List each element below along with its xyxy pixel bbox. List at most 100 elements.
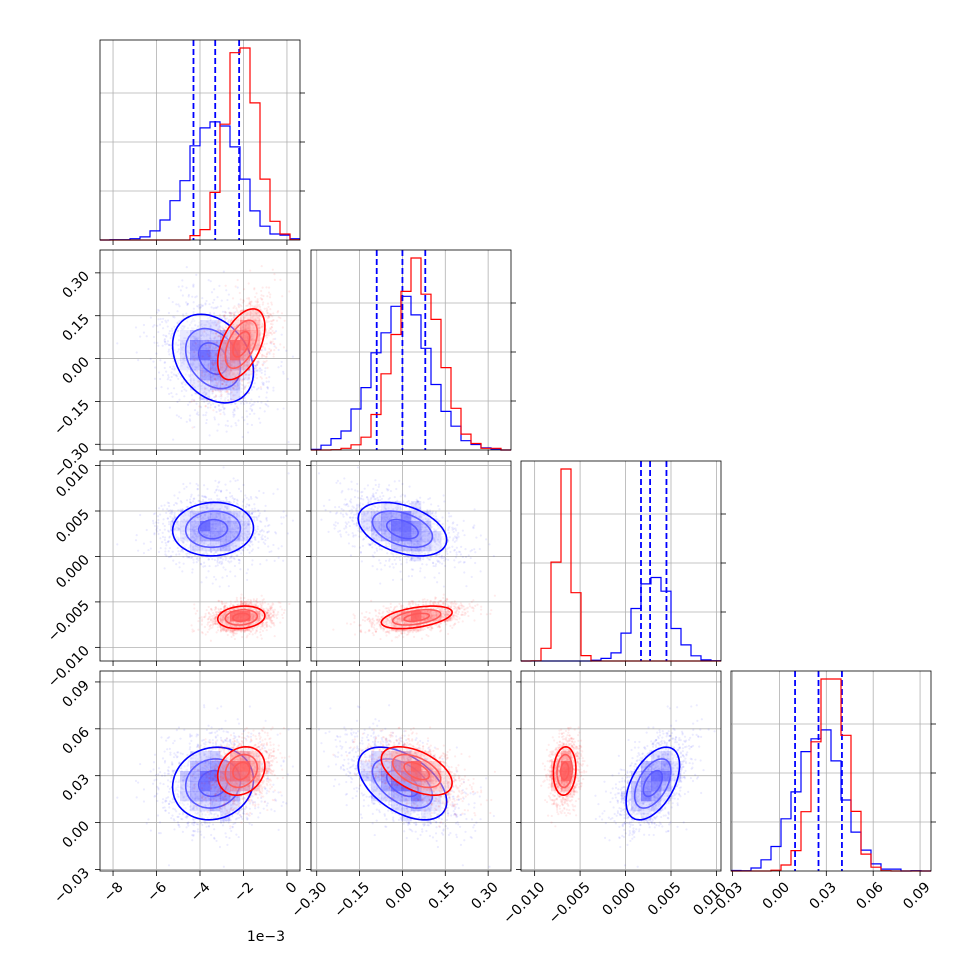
scatter-point-blue (265, 403, 268, 407)
scatter-point-red (269, 308, 272, 311)
scatter-point-red (250, 322, 253, 325)
scatter-point-blue (200, 337, 203, 341)
scatter-point-red (230, 330, 233, 333)
scatter-point-blue (253, 386, 256, 389)
scatter-point-blue (147, 287, 150, 291)
scatter-point-blue (190, 336, 193, 339)
scatter-point-blue (217, 423, 220, 426)
scatter-point-blue (172, 373, 175, 376)
scatter-point-red (221, 382, 224, 386)
scatter-point-red (252, 379, 255, 382)
scatter-point-red (259, 319, 262, 323)
scatter-point-red (229, 328, 232, 331)
scatter-point-red (240, 593, 243, 596)
scatter-point-blue (219, 397, 223, 400)
scatter-point-blue (232, 408, 235, 412)
scatter-point-blue (152, 522, 155, 525)
scatter-point-blue (224, 381, 227, 384)
scatter-point-blue (244, 386, 247, 389)
scatter-point-red (236, 278, 239, 282)
scatter-point-red (231, 329, 234, 332)
scatter-point-blue (286, 532, 290, 535)
scatter-point-blue (228, 318, 231, 321)
scatter-point-blue (201, 494, 204, 498)
scatter-point-blue (186, 303, 189, 307)
scatter-point-red (273, 349, 276, 352)
scatter-point-blue (170, 371, 173, 374)
panel-2d-2-0 (99, 460, 301, 662)
scatter-point-blue (262, 491, 265, 495)
scatter-point-red (242, 367, 246, 370)
scatter-point-red (230, 368, 233, 371)
scatter-point-red (211, 363, 214, 366)
scatter-point-blue (242, 402, 245, 405)
scatter-point-blue (169, 555, 172, 558)
scatter-point-red (258, 303, 261, 306)
scatter-point-red (275, 319, 279, 322)
scatter-point-blue (193, 337, 196, 340)
scatter-point-blue (176, 310, 179, 313)
scatter-point-blue (152, 360, 155, 363)
scatter-point-blue (196, 325, 200, 328)
scatter-point-blue (188, 375, 191, 378)
scatter-point-blue (194, 323, 197, 327)
scatter-point-blue (264, 525, 267, 528)
scatter-point-blue (192, 377, 195, 381)
scatter-point-blue (229, 480, 232, 483)
scatter-point-blue (234, 402, 237, 405)
scatter-point-red (232, 306, 235, 310)
scatter-point-blue (204, 360, 207, 363)
scatter-point-red (211, 367, 215, 370)
scatter-point-blue (195, 337, 198, 340)
scatter-point-blue (255, 369, 258, 372)
scatter-point-blue (198, 324, 201, 327)
scatter-point-blue (177, 344, 180, 347)
scatter-point-blue (246, 363, 249, 366)
scatter-point-blue (200, 303, 203, 306)
scatter-point-blue (206, 317, 210, 320)
scatter-point-blue (238, 395, 241, 399)
scatter-point-blue (165, 335, 168, 338)
scatter-point-blue (207, 362, 211, 365)
scatter-point-blue (227, 380, 230, 383)
scatter-point-red (210, 348, 213, 351)
scatter-point-blue (208, 395, 211, 399)
scatter-point-blue (202, 334, 205, 337)
scatter-point-blue (196, 411, 199, 414)
scatter-point-red (225, 369, 228, 372)
scatter-point-blue (238, 387, 241, 390)
scatter-point-blue (261, 349, 264, 352)
scatter-point-blue (213, 288, 216, 291)
scatter-point-blue (260, 520, 263, 523)
scatter-point-blue (227, 393, 230, 396)
scatter-point-blue (225, 383, 228, 386)
scatter-point-red (241, 635, 244, 639)
scatter-point-red (256, 342, 259, 346)
scatter-point-blue (172, 559, 175, 562)
scatter-point-blue (250, 423, 254, 427)
scatter-point-blue (218, 389, 222, 392)
scatter-point-blue (163, 338, 166, 341)
scatter-point-blue (263, 373, 267, 376)
scatter-point-red (191, 426, 194, 429)
scatter-point-blue (156, 525, 159, 528)
scatter-point-red (282, 611, 286, 614)
scatter-point-red (271, 323, 274, 326)
scatter-point-blue (204, 303, 207, 306)
scatter-point-blue (182, 342, 185, 345)
scatter-point-red (263, 342, 266, 346)
scatter-point-blue (192, 283, 195, 286)
scatter-point-blue (170, 391, 173, 395)
scatter-point-blue (178, 358, 181, 361)
scatter-point-red (223, 328, 226, 332)
scatter-point-blue (194, 368, 197, 372)
scatter-point-blue (178, 334, 181, 337)
scatter-point-blue (208, 311, 212, 314)
scatter-point-blue (227, 392, 230, 395)
scatter-point-red (219, 333, 222, 336)
scatter-point-blue (204, 302, 207, 305)
scatter-point-blue (183, 487, 186, 490)
scatter-point-blue (207, 498, 211, 501)
scatter-point-blue (233, 413, 236, 416)
scatter-point-blue (220, 389, 223, 392)
